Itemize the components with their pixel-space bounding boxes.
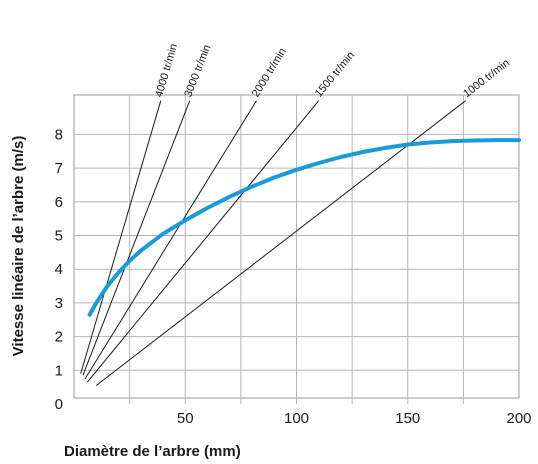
rpm-line — [84, 100, 257, 379]
rpm-line — [80, 100, 162, 374]
y-tick-label: 4 — [55, 261, 63, 278]
x-tick-label: 150 — [395, 410, 420, 427]
x-axis-title: Diamètre de l’arbre (mm) — [64, 443, 241, 460]
rpm-label: 3000 tr/min — [182, 43, 213, 99]
rpm-line — [82, 100, 191, 376]
y-tick-labels: 0 1 2 3 4 5 6 7 8 — [55, 126, 63, 413]
rpm-label: 4000 tr/min — [153, 42, 180, 98]
y-axis-title: Vitesse linéaire de l’arbre (m/s) — [10, 136, 27, 357]
rpm-line — [95, 100, 466, 386]
rpm-label: 2000 tr/min — [250, 46, 289, 99]
x-tick-label: 50 — [177, 410, 194, 427]
y-tick-label: 7 — [55, 160, 63, 177]
y-tick-label: 3 — [55, 295, 63, 312]
y-tick-label: 1 — [55, 362, 63, 379]
y-tick-label: 5 — [55, 228, 63, 245]
rpm-line — [86, 100, 320, 383]
gridlines — [74, 95, 519, 404]
rpm-label: 1000 tr/min — [461, 57, 512, 100]
y-tick-label: 0 — [55, 396, 63, 413]
rpm-labels: 4000 tr/min 3000 tr/min 2000 tr/min 1500 tr… — [153, 42, 512, 100]
x-tick-label: 100 — [284, 410, 309, 427]
speed-curve — [87, 138, 521, 317]
y-tick-label: 6 — [55, 194, 63, 211]
x-tick-labels: 50 100 150 200 — [177, 410, 532, 427]
series-layer — [87, 138, 521, 317]
x-tick-label: 200 — [506, 410, 531, 427]
rpm-label: 1500 tr/min — [313, 49, 357, 99]
rpm-lines — [80, 100, 466, 386]
y-tick-label: 2 — [55, 329, 63, 346]
y-tick-label: 8 — [55, 126, 63, 143]
